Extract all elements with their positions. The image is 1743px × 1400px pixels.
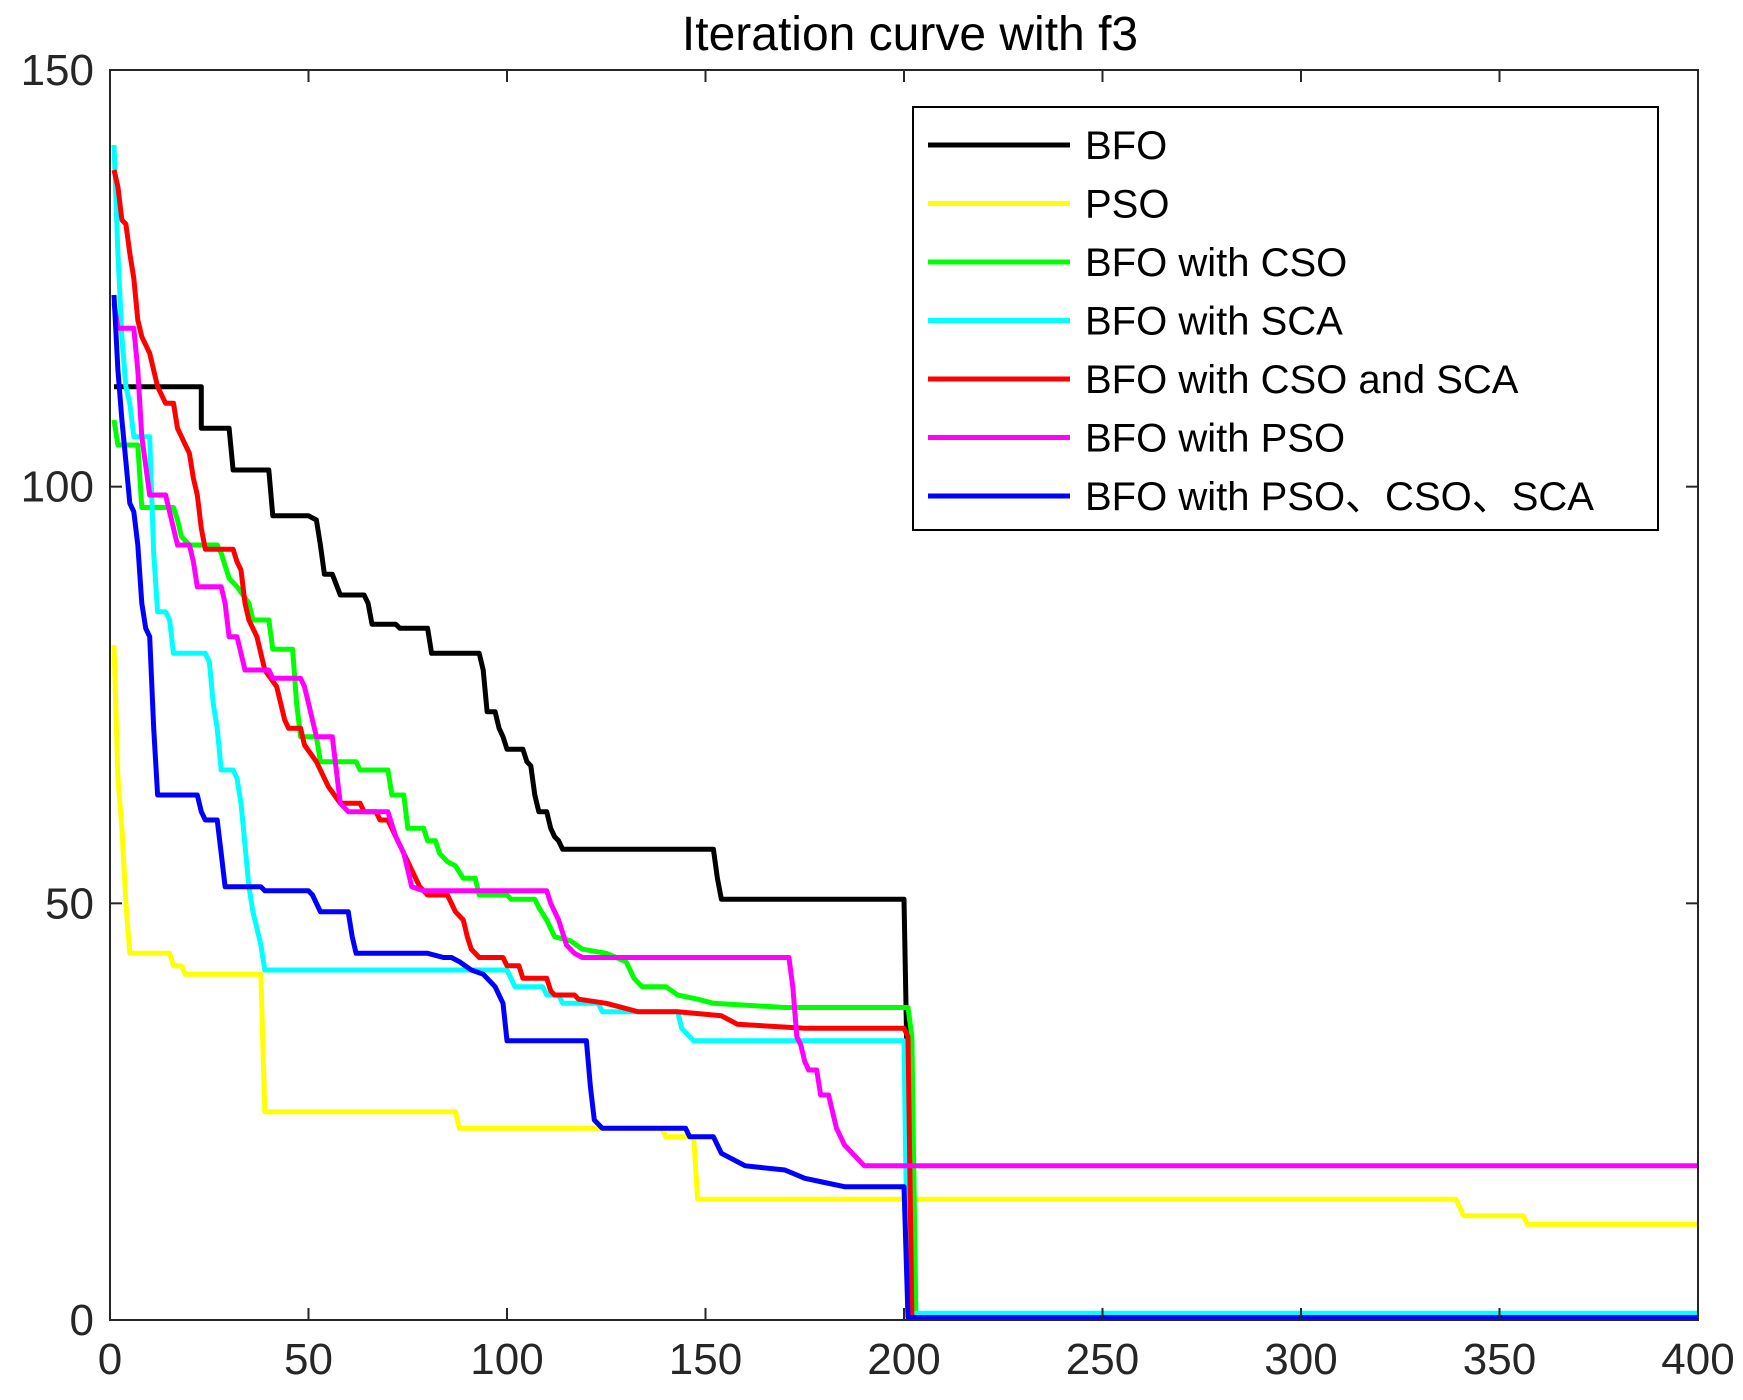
y-tick-label: 100 [21,463,94,512]
series-line-5 [111,169,1698,1320]
legend: BFO PSO BFO with CSO BFO with SCA BFO with C… [912,106,1659,531]
legend-label: BFO with CSO and SCA [1085,358,1519,402]
legend-label: BFO with PSO [1085,417,1345,461]
tick-layer: 0 50 100 150 200 250 300 350 400 0 50 100 150 [21,46,1735,1384]
series-layer [111,144,1698,1320]
x-tick-label: 150 [669,1335,742,1384]
series-line-6 [111,302,1698,1169]
x-tick-label: 350 [1463,1335,1536,1384]
x-tick-label: 400 [1661,1335,1734,1384]
series-line-2 [111,644,1698,1227]
series-line-7 [111,294,1698,1320]
series-line-4 [111,144,1698,1316]
y-tick-label: 150 [21,46,94,95]
y-tick-label: 0 [70,1296,94,1345]
x-tick-label: 0 [98,1335,122,1384]
legend-label: BFO with PSO、CSO、SCA [1085,475,1594,519]
legend-label: BFO with SCA [1085,300,1343,344]
y-tick-label: 50 [45,879,94,928]
x-tick-label: 300 [1264,1335,1337,1384]
x-tick-label: 200 [867,1335,940,1384]
legend-label: PSO [1085,183,1169,227]
legend-label: BFO with CSO [1085,241,1347,285]
series-line-3 [111,419,1698,1320]
legend-label: BFO [1085,124,1167,168]
x-tick-label: 50 [284,1335,333,1384]
x-tick-label: 100 [470,1335,543,1384]
x-tick-label: 250 [1066,1335,1139,1384]
series-line-1 [114,384,1698,1320]
chart-title: Iteration curve with f3 [682,8,1138,61]
